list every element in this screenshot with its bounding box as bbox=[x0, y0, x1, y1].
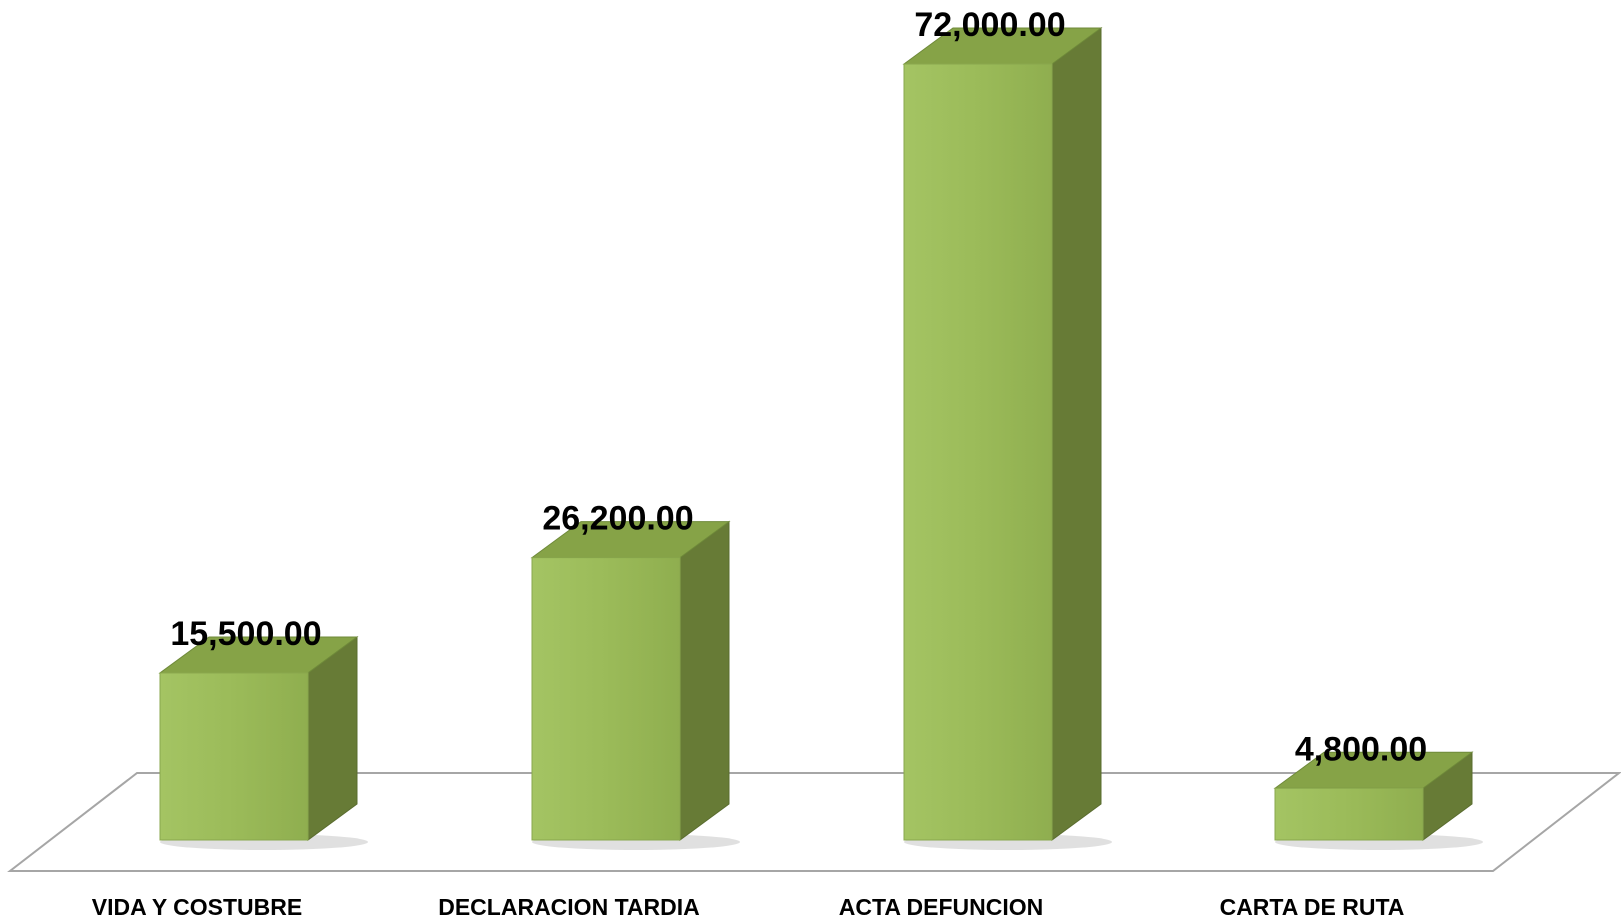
bar bbox=[159, 672, 309, 841]
bar bbox=[903, 63, 1053, 841]
x-tick-label: ACTA DEFUNCION bbox=[839, 894, 1043, 920]
bar-side bbox=[679, 520, 730, 841]
bar bbox=[1274, 787, 1424, 841]
bar-side bbox=[1051, 27, 1102, 841]
value-label: 26,200.00 bbox=[542, 500, 693, 538]
value-label: 4,800.00 bbox=[1295, 730, 1427, 768]
x-tick-label: CARTA DE RUTA bbox=[1220, 894, 1405, 920]
value-label: 72,000.00 bbox=[914, 6, 1065, 44]
x-tick-label: VIDA Y COSTUBRE bbox=[92, 894, 302, 920]
bar bbox=[531, 557, 681, 841]
x-tick-label: DECLARACION TARDIA bbox=[438, 894, 700, 920]
floor bbox=[7, 772, 1621, 872]
value-label: 15,500.00 bbox=[170, 615, 321, 653]
